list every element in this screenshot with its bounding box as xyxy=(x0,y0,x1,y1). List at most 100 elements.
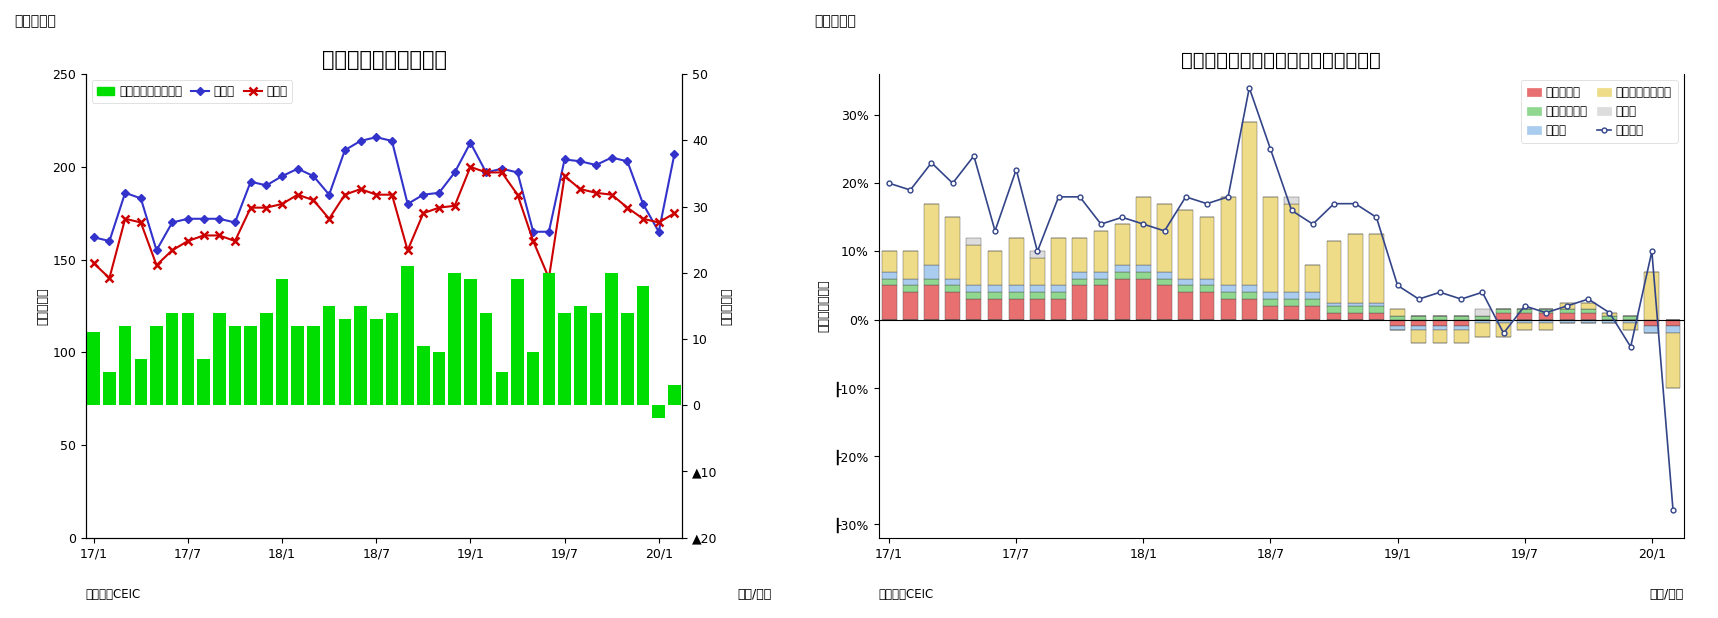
Bar xyxy=(1306,292,1319,299)
Bar xyxy=(1560,313,1574,320)
Bar xyxy=(1179,292,1192,320)
Bar xyxy=(1242,122,1256,286)
Bar xyxy=(1242,286,1256,292)
Bar xyxy=(1581,310,1596,313)
Bar xyxy=(904,292,917,320)
Bar xyxy=(1390,310,1405,316)
Bar xyxy=(967,238,981,245)
Text: （図表８）: （図表８） xyxy=(814,14,856,28)
Bar xyxy=(1433,320,1447,326)
Bar xyxy=(167,313,179,405)
Bar xyxy=(1094,279,1108,286)
Bar xyxy=(1179,286,1192,292)
Bar xyxy=(1285,299,1299,306)
Bar xyxy=(1072,279,1087,286)
Bar xyxy=(88,332,100,405)
Bar xyxy=(1539,323,1553,330)
Bar xyxy=(1666,320,1680,326)
Bar xyxy=(1496,320,1510,323)
Bar xyxy=(1179,211,1192,279)
Bar xyxy=(881,279,897,286)
Bar xyxy=(1390,320,1405,326)
Text: （図表７）: （図表７） xyxy=(14,14,57,28)
Bar xyxy=(1179,279,1192,286)
Bar xyxy=(1326,302,1342,306)
Bar xyxy=(1349,234,1362,302)
Bar xyxy=(308,326,320,405)
Text: （年/月）: （年/月） xyxy=(737,588,771,601)
Bar xyxy=(1051,286,1065,292)
Bar xyxy=(1412,330,1426,344)
Bar xyxy=(182,313,194,405)
Bar xyxy=(1644,320,1660,326)
Bar xyxy=(1158,286,1172,320)
Bar xyxy=(1603,313,1617,316)
Bar xyxy=(1453,316,1469,320)
Bar xyxy=(277,279,289,405)
Bar xyxy=(1326,313,1342,320)
Bar xyxy=(1433,316,1447,320)
Bar xyxy=(527,352,539,405)
Bar xyxy=(988,252,1003,286)
Bar xyxy=(1115,272,1129,279)
Bar xyxy=(1349,313,1362,320)
Bar xyxy=(1453,330,1469,344)
Bar xyxy=(1666,333,1680,387)
Bar xyxy=(213,313,225,405)
Bar xyxy=(945,218,960,279)
Bar xyxy=(1031,299,1045,320)
Bar xyxy=(881,272,897,279)
Bar xyxy=(1453,326,1469,330)
Bar xyxy=(988,299,1003,320)
Bar xyxy=(558,313,570,405)
Bar xyxy=(1136,265,1151,272)
Bar xyxy=(323,306,335,405)
Title: マレーシア　貳易収支: マレーシア 貳易収支 xyxy=(321,50,447,70)
Bar xyxy=(1644,326,1660,333)
Bar xyxy=(1115,265,1129,272)
Bar xyxy=(904,286,917,292)
Bar xyxy=(1539,310,1553,313)
Bar xyxy=(1476,316,1490,320)
Bar xyxy=(103,372,115,405)
Bar xyxy=(1221,299,1235,320)
Bar xyxy=(945,292,960,320)
Bar xyxy=(1263,292,1278,299)
Bar xyxy=(924,279,940,286)
Bar xyxy=(967,299,981,320)
Bar xyxy=(637,286,649,405)
Bar xyxy=(1517,323,1532,330)
Bar xyxy=(1560,310,1574,313)
Bar xyxy=(1221,292,1235,299)
Bar xyxy=(1560,320,1574,323)
Bar xyxy=(1008,286,1024,292)
Bar xyxy=(1263,299,1278,306)
Bar xyxy=(1115,224,1129,265)
Bar xyxy=(1263,197,1278,292)
Bar xyxy=(1369,306,1383,313)
Bar xyxy=(385,313,399,405)
Y-axis label: （億ドル）: （億ドル） xyxy=(720,287,734,324)
Bar xyxy=(668,386,680,405)
Bar xyxy=(479,313,493,405)
Bar xyxy=(1496,323,1510,337)
Bar xyxy=(354,306,368,405)
Bar xyxy=(1051,292,1065,299)
Bar xyxy=(1326,241,1342,302)
Bar xyxy=(198,359,210,405)
Bar xyxy=(589,313,603,405)
Bar xyxy=(1242,299,1256,320)
Bar xyxy=(1517,310,1532,313)
Bar xyxy=(1624,320,1637,323)
Bar xyxy=(1496,310,1510,313)
Bar xyxy=(1072,286,1087,320)
Bar xyxy=(1453,320,1469,326)
Bar xyxy=(1242,292,1256,299)
Bar xyxy=(1603,320,1617,323)
Bar xyxy=(433,352,445,405)
Bar xyxy=(1476,323,1490,337)
Bar xyxy=(464,279,476,405)
Bar xyxy=(1581,313,1596,320)
Bar xyxy=(1603,316,1617,320)
Bar xyxy=(1199,292,1215,320)
